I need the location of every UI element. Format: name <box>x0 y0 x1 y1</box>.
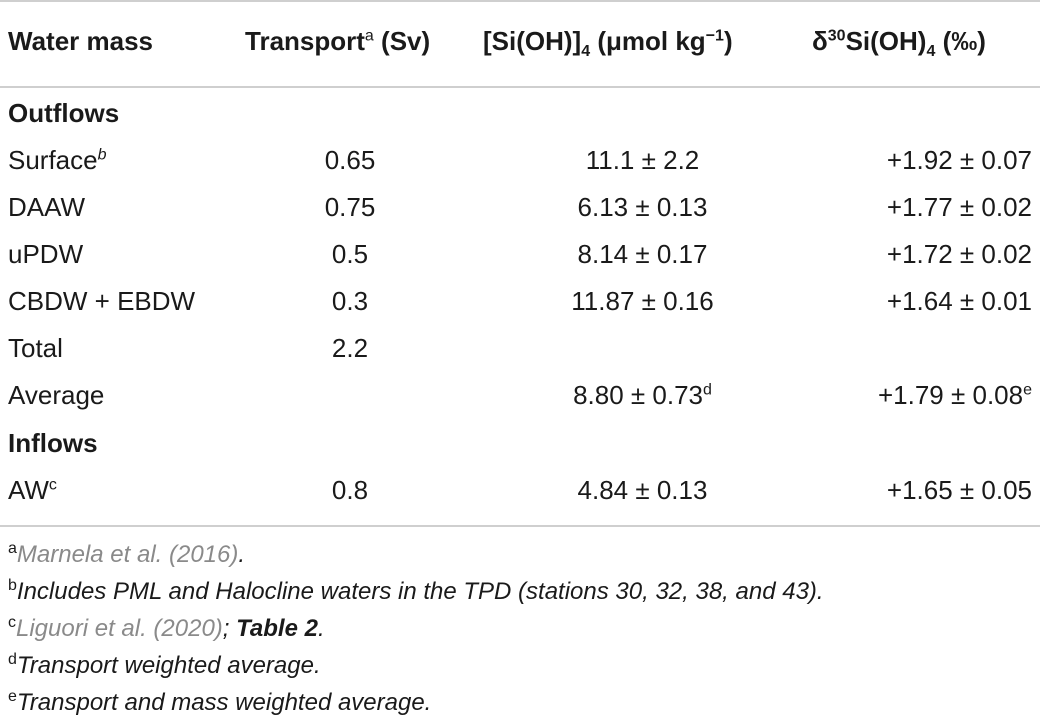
cell-transport: 0.5 <box>331 239 369 269</box>
cell-silicic: 11.1 ± 2.2 <box>585 145 700 175</box>
cell-delta: +1.65 ± 0.05 <box>886 475 1032 505</box>
cell-water-mass: AWc <box>8 475 57 505</box>
header-silicic-unit-exponent: −1 <box>705 27 724 45</box>
footnote-mark: c <box>8 614 16 631</box>
footnote-mark: b <box>97 146 107 164</box>
header-silicic-acid: [Si(OH)]4 (μmol kg−1) <box>483 26 733 61</box>
table-footnotes: aMarnela et al. (2016). bIncludes PML an… <box>8 536 1033 721</box>
table-link[interactable]: Table 2 <box>236 615 318 642</box>
header-silicic-unit-close: ) <box>723 26 733 56</box>
footnote-mark: e <box>1023 381 1032 399</box>
cell-delta: +1.79 ± 0.08e <box>877 380 1032 410</box>
section-title: Inflows <box>8 428 98 458</box>
reference-link[interactable]: Liguori et al. (2020) <box>16 615 223 642</box>
cell-silicic: 8.80 ± 0.73d <box>573 380 712 410</box>
section-row-inflows: Inflows <box>0 420 1040 467</box>
footnote-b: bIncludes PML and Halocline waters in th… <box>8 573 1033 610</box>
cell-silicic: 11.87 ± 0.16 <box>571 286 714 316</box>
cell-transport: 2.2 <box>331 333 369 363</box>
table-top-rule <box>0 0 1040 2</box>
footnote-mark: d <box>8 651 17 668</box>
cell-water-mass: Total <box>8 333 63 363</box>
cell-delta: +1.77 ± 0.02 <box>886 192 1032 222</box>
section-row-outflows: Outflows <box>0 90 1040 137</box>
header-delta-unit: (‰) <box>935 26 986 56</box>
header-transport-unit: (Sv) <box>373 26 431 56</box>
table-header: Water mass Transporta (Sv) [Si(OH)]4 (μm… <box>0 0 1040 86</box>
header-water-mass-label: Water mass <box>8 26 153 56</box>
header-water-mass: Water mass <box>8 26 153 57</box>
footnote-e: eTransport and mass weighted average. <box>8 684 1033 721</box>
header-silicic-label: [Si(OH)] <box>483 26 582 56</box>
footnote-mark: d <box>703 381 712 399</box>
header-delta-symbol: δ <box>812 26 828 56</box>
cell-water-mass: CBDW + EBDW <box>8 286 196 316</box>
table-row: AWc 0.8 4.84 ± 0.13 +1.65 ± 0.05 <box>0 467 1040 514</box>
table-header-rule <box>0 86 1040 88</box>
header-delta-isotope: 30 <box>827 27 846 45</box>
footnote-mark: b <box>8 577 17 594</box>
footnote-text: Includes PML and Halocline waters in the… <box>16 578 824 605</box>
header-delta-subscript: 4 <box>926 43 936 61</box>
footnote-c: cLiguori et al. (2020); Table 2. <box>8 614 325 643</box>
footnote-text: Transport and mass weighted average. <box>16 689 432 716</box>
table-row: Surfaceb 0.65 11.1 ± 2.2 +1.92 ± 0.07 <box>0 137 1040 184</box>
cell-water-mass: Surfaceb <box>8 145 107 175</box>
cell-delta: +1.72 ± 0.02 <box>886 239 1032 269</box>
header-delta-si: δ30Si(OH)4 (‰) <box>812 26 986 61</box>
cell-delta: +1.92 ± 0.07 <box>886 145 1032 175</box>
cell-silicic: 6.13 ± 0.13 <box>577 192 708 222</box>
footnote-d: dTransport weighted average. <box>8 647 1033 684</box>
table-row: Total 2.2 <box>0 325 1040 372</box>
cell-transport: 0.75 <box>324 192 376 222</box>
footnote-mark: c <box>48 476 57 494</box>
footnote-a: aMarnela et al. (2016). <box>8 540 246 569</box>
cell-water-mass: DAAW <box>8 192 86 222</box>
cell-delta: +1.64 ± 0.01 <box>886 286 1032 316</box>
footnote-mark: e <box>8 688 17 705</box>
table-row: DAAW 0.75 6.13 ± 0.13 +1.77 ± 0.02 <box>0 184 1040 231</box>
cell-water-mass: Average <box>8 380 105 410</box>
cell-transport: 0.3 <box>331 286 369 316</box>
cell-water-mass: uPDW <box>8 239 84 269</box>
header-transport: Transporta (Sv) <box>245 26 430 57</box>
table-row: CBDW + EBDW 0.3 11.87 ± 0.16 +1.64 ± 0.0… <box>0 278 1040 325</box>
footnote-mark: a <box>8 540 17 557</box>
section-title: Outflows <box>8 98 120 128</box>
header-transport-footnote-mark: a <box>364 27 374 45</box>
header-delta-label: Si(OH) <box>845 26 927 56</box>
header-transport-label: Transport <box>245 26 365 56</box>
table-bottom-rule <box>0 525 1040 527</box>
table-row: uPDW 0.5 8.14 ± 0.17 +1.72 ± 0.02 <box>0 231 1040 278</box>
cell-transport: 0.8 <box>331 475 369 505</box>
table-row: Average 8.80 ± 0.73d +1.79 ± 0.08e <box>0 372 1040 419</box>
reference-link[interactable]: Marnela et al. (2016) <box>16 541 239 568</box>
footnote-text: Transport weighted average. <box>16 652 321 679</box>
header-silicic-subscript: 4 <box>581 43 591 61</box>
cell-silicic: 8.14 ± 0.17 <box>577 239 708 269</box>
cell-transport: 0.65 <box>324 145 376 175</box>
header-silicic-unit: (μmol kg <box>590 26 706 56</box>
cell-silicic: 4.84 ± 0.13 <box>577 475 708 505</box>
